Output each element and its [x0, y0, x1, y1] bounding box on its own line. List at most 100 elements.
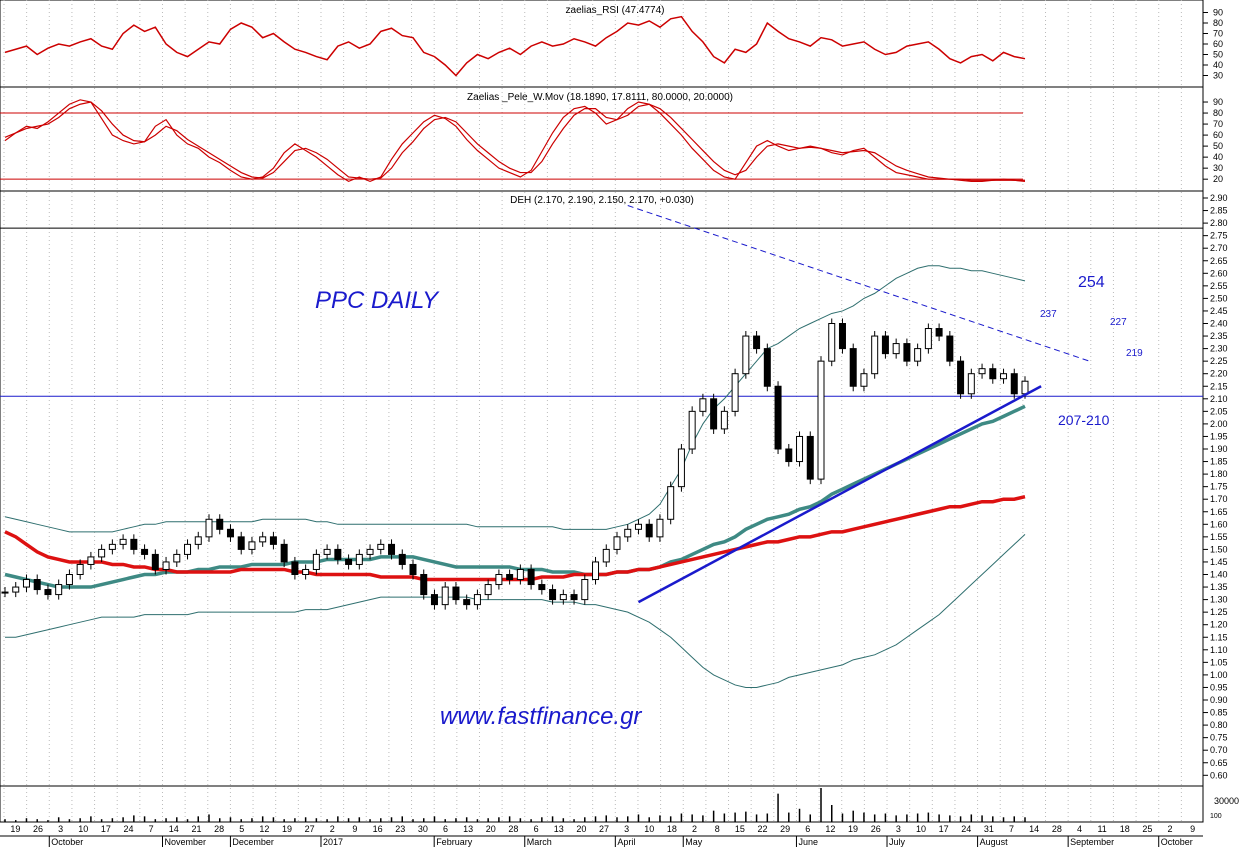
candle-body: [409, 563, 417, 576]
stochastic-tick-label: 50: [1213, 141, 1223, 151]
candle-body: [302, 568, 310, 575]
day-tick-label: 9: [1190, 824, 1195, 834]
price-tick-label: 1.70: [1210, 494, 1228, 504]
watermark-url: www.fastfinance.gr: [440, 703, 642, 730]
day-tick-label: 2: [1168, 824, 1173, 834]
stochastic-tick-label: 70: [1213, 119, 1223, 129]
day-tick-label: 10: [916, 824, 926, 834]
rsi-title: zaelias_RSI (47.4774): [566, 5, 665, 16]
price-tick-label: 0.75: [1210, 733, 1228, 743]
price-tick-label: 0.85: [1210, 708, 1228, 718]
day-tick-label: 18: [1120, 824, 1130, 834]
price-tick-label: 1.45: [1210, 557, 1228, 567]
candle-body: [516, 568, 524, 581]
candle-body: [420, 574, 428, 596]
day-tick-label: 2: [330, 824, 335, 834]
x-axis: 19 26 3 10 17 24 7 14 21 28 5 12 19 27 2 9 16 23 30 6 13 20 28…: [0, 824, 1203, 847]
price-tick-label: 1.00: [1210, 670, 1228, 680]
candle-body: [173, 553, 181, 563]
candle-body: [570, 594, 578, 601]
candle-body: [44, 589, 52, 596]
price-plot: [0, 205, 1203, 688]
price-tick-label: 2.05: [1210, 406, 1228, 416]
candle-body: [699, 398, 707, 412]
price-tick-label: 1.40: [1210, 570, 1228, 580]
day-tick-label: 30: [418, 824, 428, 834]
candle-body: [667, 486, 675, 520]
rsi-tick-label: 90: [1213, 8, 1223, 18]
day-tick-label: 19: [848, 824, 858, 834]
stochastic-tick-label: 40: [1213, 152, 1223, 162]
candle-body: [645, 523, 653, 538]
candle-body: [871, 335, 879, 375]
candle-body: [538, 584, 546, 591]
vertical-grid: [3, 0, 1182, 822]
price-tick-label: 2.00: [1210, 419, 1228, 429]
candle-body: [592, 561, 600, 581]
price-tick-label: 2.65: [1210, 256, 1228, 266]
day-tick-label: 27: [599, 824, 609, 834]
bollinger-upper-line: [4, 265, 1026, 533]
candle-body: [624, 528, 632, 538]
candle-body: [914, 348, 922, 362]
candle-body: [162, 561, 170, 570]
day-tick-label: 10: [78, 824, 88, 834]
candle-body: [774, 385, 782, 450]
day-tick-label: 24: [961, 824, 971, 834]
candle-body: [108, 543, 116, 550]
price-tick-label: 2.90: [1210, 193, 1228, 203]
candle-body: [849, 348, 857, 387]
rsi-tick-label: 60: [1213, 39, 1223, 49]
rsi-tick-label: 30: [1213, 71, 1223, 81]
month-label: May: [685, 837, 703, 847]
price-tick-label: 2.30: [1210, 344, 1228, 354]
annotation-237: 237: [1040, 309, 1057, 320]
rsi-tick-label: 40: [1213, 60, 1223, 70]
stochastic-tick-label: 80: [1213, 108, 1223, 118]
price-tick-label: 2.80: [1210, 218, 1228, 228]
day-tick-label: 23: [395, 824, 405, 834]
annotation-227: 227: [1110, 317, 1127, 328]
price-tick-label: 2.20: [1210, 369, 1228, 379]
candle-body: [312, 553, 320, 570]
candle-body: [452, 586, 460, 601]
price-tick-label: 1.85: [1210, 457, 1228, 467]
day-tick-label: 29: [780, 824, 790, 834]
candle-body: [763, 348, 771, 387]
candle-body: [87, 556, 95, 565]
month-label: November: [164, 837, 206, 847]
candle-body: [65, 574, 73, 586]
price-tick-label: 1.05: [1210, 657, 1228, 667]
candle-body: [430, 594, 438, 606]
price-tick-label: 1.90: [1210, 444, 1228, 454]
candle-body: [441, 586, 449, 606]
month-label: February: [436, 837, 473, 847]
candle-body: [484, 584, 492, 596]
day-tick-label: 7: [149, 824, 154, 834]
price-tick-label: 2.60: [1210, 268, 1228, 278]
candle-body: [806, 435, 814, 480]
price-tick-label: 2.50: [1210, 293, 1228, 303]
candle-body: [12, 586, 20, 593]
day-tick-label: 5: [239, 824, 244, 834]
day-tick-label: 2: [692, 824, 697, 834]
day-tick-label: 13: [554, 824, 564, 834]
candle-body: [946, 335, 954, 362]
rsi-tick-label: 80: [1213, 18, 1223, 28]
candle-body: [634, 523, 642, 530]
day-tick-label: 25: [1142, 824, 1152, 834]
candle-body: [269, 536, 277, 545]
candle-body: [366, 548, 374, 555]
candle-body: [892, 343, 900, 355]
month-label: October: [1161, 837, 1193, 847]
month-label: 2017: [323, 837, 343, 847]
candle-body: [924, 328, 932, 350]
stochastic-d-line: [4, 101, 1025, 181]
price-tick-label: 0.60: [1210, 770, 1228, 780]
candle-body: [130, 538, 138, 550]
stochastic-title: Zaelias _Pele_W.Mov (18.1890, 17.8111, 8…: [467, 92, 733, 103]
month-label: July: [889, 837, 906, 847]
day-tick-label: 28: [1052, 824, 1062, 834]
candle-body: [98, 548, 106, 558]
